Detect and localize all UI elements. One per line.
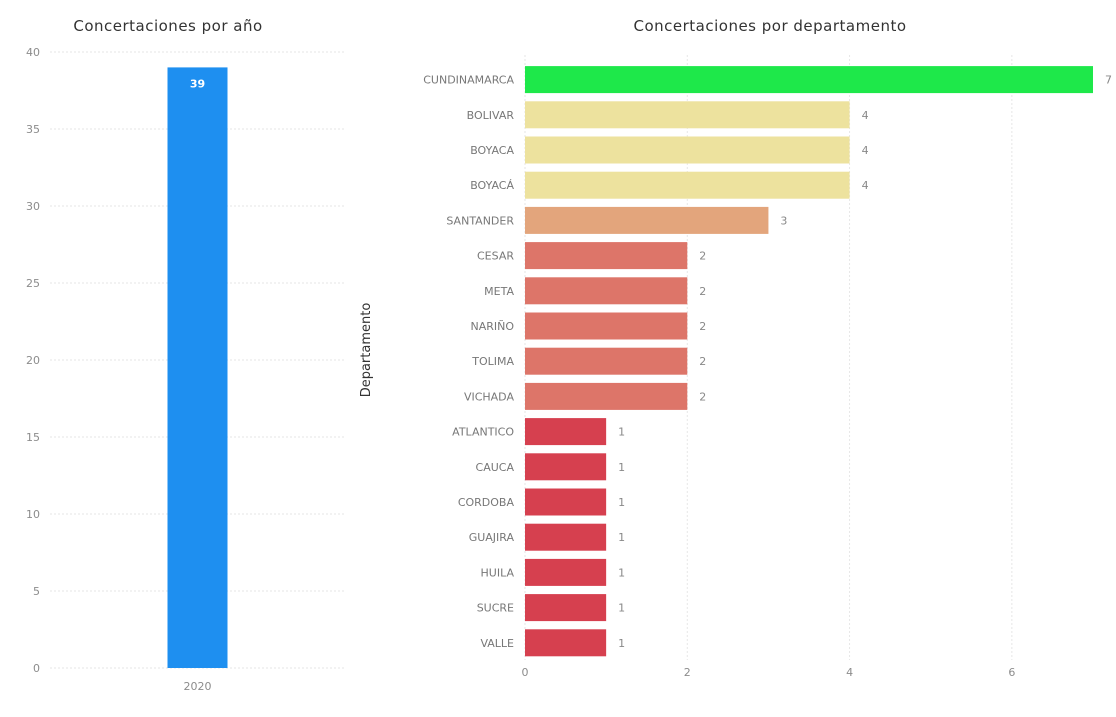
category-label: HUILA <box>481 566 515 579</box>
bar <box>525 312 688 340</box>
bar <box>525 101 850 129</box>
category-label: BOLIVAR <box>467 109 515 122</box>
x-tick-label: 0 <box>522 666 529 679</box>
x-tick-label: 2 <box>684 666 691 679</box>
bar-value-label: 2 <box>699 320 706 333</box>
bar <box>525 171 850 199</box>
category-label: CUNDINAMARCA <box>423 74 514 87</box>
y-tick-label: 30 <box>26 200 40 213</box>
y-tick-label: 10 <box>26 508 40 521</box>
bar <box>525 206 769 234</box>
bar-value-label: 2 <box>699 355 706 368</box>
bar <box>525 558 607 586</box>
category-label: NARIÑO <box>470 320 514 333</box>
category-label: VALLE <box>480 637 514 650</box>
bar <box>525 418 607 446</box>
bar <box>525 594 607 622</box>
bar <box>525 453 607 481</box>
chart-title-year: Concertaciones por año <box>73 17 262 35</box>
category-label: ATLANTICO <box>452 426 514 439</box>
bar-value-label: 4 <box>862 144 869 157</box>
bar-value-label: 1 <box>618 496 625 509</box>
department-bar-chart: 0 2 4 6 CUNDINAMARCA 7 BOLIVAR 4 BOYACA 4 BOYACÁ 4 S… <box>423 55 1112 679</box>
bar-value-label: 2 <box>699 390 706 403</box>
year-bar-chart: 0 5 10 15 20 25 30 35 40 39 2020 <box>26 46 345 693</box>
bar-value-label: 1 <box>618 566 625 579</box>
bar-value-label: 1 <box>618 531 625 544</box>
bar-value-label: 1 <box>618 637 625 650</box>
y-tick-label: 5 <box>33 585 40 598</box>
bar-value-label: 1 <box>618 602 625 615</box>
y-tick-label: 35 <box>26 123 40 136</box>
bar <box>525 66 1093 94</box>
bar-value-label: 2 <box>699 285 706 298</box>
bar <box>525 488 607 516</box>
y-tick-label: 15 <box>26 431 40 444</box>
category-label: SUCRE <box>477 602 514 615</box>
bar <box>167 67 228 668</box>
category-label: CAUCA <box>476 461 515 474</box>
bar-value-label: 3 <box>780 214 787 227</box>
bar <box>525 277 688 305</box>
bar-value-label: 1 <box>618 426 625 439</box>
category-label: CESAR <box>477 250 514 263</box>
category-label: BOYACA <box>470 144 514 157</box>
bar-value-label: 1 <box>618 461 625 474</box>
bar <box>525 382 688 410</box>
y-tick-label: 40 <box>26 46 40 59</box>
bar <box>525 523 607 551</box>
x-tick-label: 4 <box>846 666 853 679</box>
category-label: VICHADA <box>464 390 515 403</box>
x-tick-label: 2020 <box>184 680 212 693</box>
category-label: TOLIMA <box>471 355 514 368</box>
bar-value-label: 7 <box>1105 74 1112 87</box>
bar <box>525 136 850 164</box>
bar-value-label: 4 <box>862 179 869 192</box>
category-label: CORDOBA <box>458 496 515 509</box>
category-label: SANTANDER <box>446 214 514 227</box>
y-axis-title: Departamento <box>359 303 374 398</box>
bar <box>525 347 688 375</box>
bar-value-label: 2 <box>699 250 706 263</box>
category-label: META <box>484 285 514 298</box>
bar-value-label: 4 <box>862 109 869 122</box>
bar <box>525 242 688 270</box>
y-tick-label: 25 <box>26 277 40 290</box>
chart-title-department: Concertaciones por departamento <box>633 17 906 35</box>
y-tick-label: 0 <box>33 662 40 675</box>
category-label: GUAJIRA <box>469 531 515 544</box>
bar-value-label: 39 <box>190 77 205 90</box>
y-tick-label: 20 <box>26 354 40 367</box>
category-label: BOYACÁ <box>470 179 514 192</box>
x-tick-label: 6 <box>1008 666 1015 679</box>
bar <box>525 629 607 657</box>
